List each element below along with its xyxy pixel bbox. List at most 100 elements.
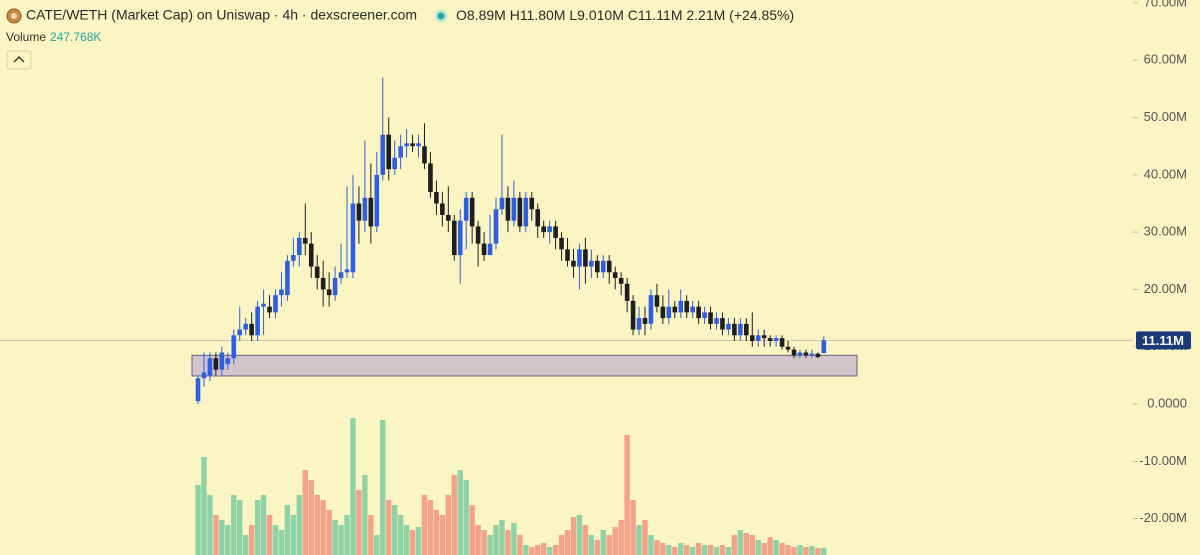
candle-body [744,323,749,336]
candle-body [797,352,803,356]
candle-body [302,237,308,244]
candle-body [440,203,445,215]
volume-bar [314,495,320,555]
candle-body [249,323,254,336]
candle-body [356,203,362,221]
candle-body [451,220,457,256]
volume-bar [719,545,726,555]
y-tick-label: 50.00M [1144,109,1187,124]
volume-bar [290,515,297,555]
candle-body [314,266,320,278]
volume-bar [785,545,791,555]
candle-body [338,272,344,278]
volume-bar [439,515,446,555]
volume-bar [487,535,493,555]
candle-body [237,329,243,336]
candle-body [726,323,731,330]
volume-bar [338,525,344,555]
volume-bar [761,543,767,555]
volume-bar [695,543,702,555]
candle-body [493,209,499,244]
volume-title: Volume [6,30,46,44]
volume-bar [648,535,654,555]
volume-bar [237,500,243,555]
collapse-button[interactable] [6,50,32,70]
candle-body [374,174,380,227]
volume-bar [624,435,630,555]
token-icon-inner [11,13,17,19]
volume-bar [254,500,261,555]
volume-bar [219,520,225,555]
volume-bar [660,543,666,555]
candle-body [714,318,719,324]
candle-body [368,197,374,227]
volume-bar [499,520,505,555]
candle-body [255,306,260,336]
candle-body [362,197,368,221]
ohlc-change: 2.21M (+24.85%) [686,7,794,23]
ohlc-high: H11.80M [510,7,566,23]
candle-body [195,378,201,402]
volume-bar [749,535,755,555]
candle-body [219,352,225,370]
volume-bar [684,545,690,555]
volume-bar [350,418,356,555]
candle-body [326,289,332,296]
candle-body [523,197,529,227]
volume-bar [821,547,827,555]
candle-body [517,197,523,227]
volume-bar [552,545,559,555]
volume-bar [302,470,308,555]
candle-body [618,277,624,284]
candle-body [589,260,594,267]
collapse-icon [13,56,25,63]
candle-body [624,283,630,301]
volume-bar [421,495,428,555]
candle-body [344,269,350,273]
y-axis: 70.00M60.00M50.00M40.00M30.00M20.00M10.0… [1133,0,1191,525]
volume-bar [415,527,422,555]
volume-bar [636,525,642,555]
y-tick-label: 40.00M [1144,166,1187,181]
volume-bar [284,505,291,555]
candle-body [535,209,541,227]
volume-bar [535,545,541,555]
volume-bar [445,495,452,555]
ohlc-open: O8.89M [456,7,506,23]
candle-body [791,349,797,356]
zone-box [191,354,858,377]
candle-body [720,318,725,330]
volume-bar [731,535,738,555]
candle-body [499,197,505,210]
candle-body [785,346,791,350]
volume-bar [362,475,368,555]
volume-bar [356,490,362,555]
candle-body [463,197,469,221]
candle-body [809,353,815,356]
volume-bar [386,500,392,555]
volume-bar [397,515,404,555]
candle-body [434,192,439,204]
volume-bar [427,500,434,555]
candle-body [559,237,564,250]
candle-body [487,243,493,256]
candle-body [392,157,397,170]
candle-body [815,353,821,358]
last-price-label: 11.11M [1142,333,1184,348]
candle-body [648,295,654,324]
volume-bar [701,545,708,555]
candle-body [547,226,552,233]
volume-bar [403,525,410,555]
volume-bar [475,525,481,555]
candle-body [308,243,314,267]
candle-body [761,335,767,339]
volume-bar [344,515,350,555]
volume-bar [391,505,398,555]
volume-bar [380,420,386,555]
candle-body [297,237,302,256]
volume-bar [296,495,303,555]
y-tick-label: -20.00M [1139,510,1187,525]
candle-body [410,143,415,147]
candle-body [541,226,546,233]
volume-bar [803,547,809,555]
